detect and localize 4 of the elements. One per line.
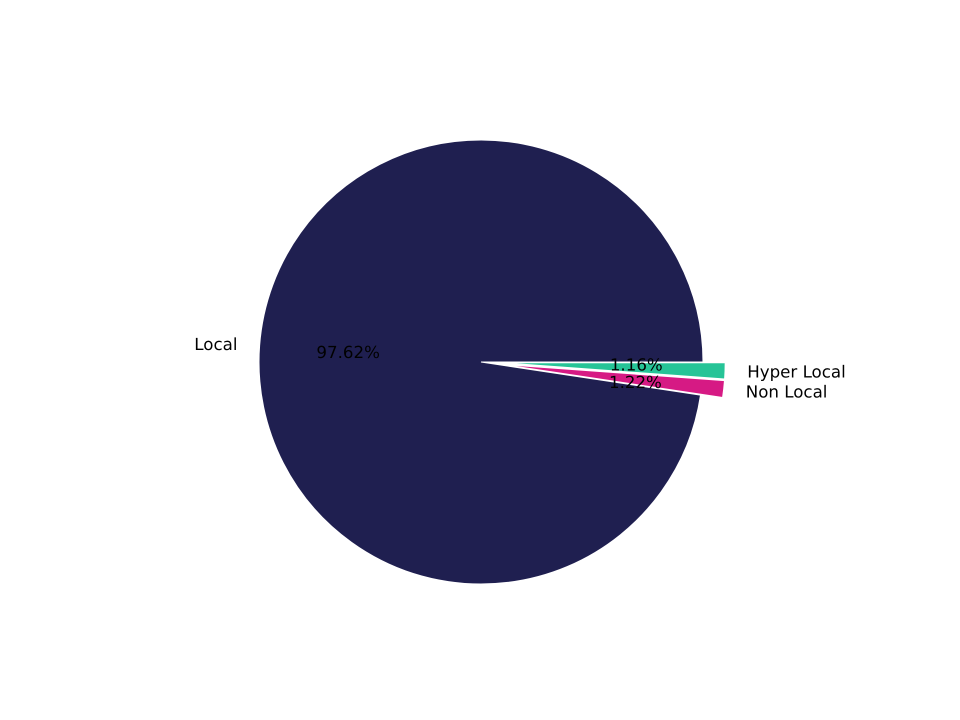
slice-label: Non Local <box>746 382 828 402</box>
slice-label: Local <box>194 334 238 354</box>
slice-label: Hyper Local <box>747 362 846 382</box>
data-label: 97.62% <box>316 342 380 362</box>
